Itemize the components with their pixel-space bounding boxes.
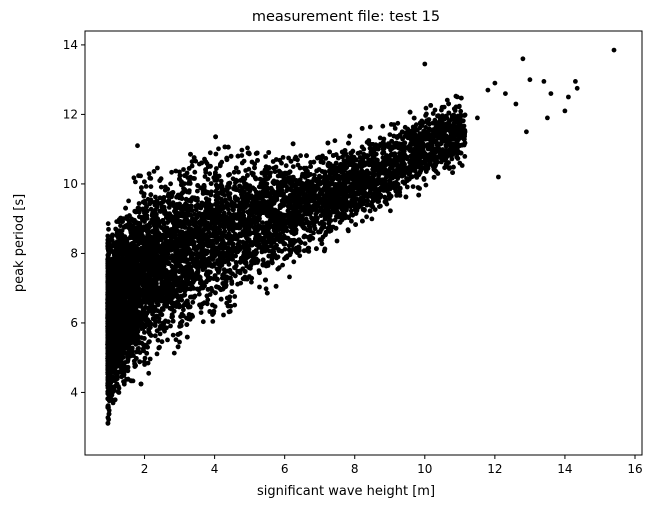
data-point bbox=[287, 274, 292, 280]
data-point bbox=[253, 189, 259, 195]
data-point bbox=[298, 153, 303, 159]
data-point bbox=[202, 174, 208, 179]
data-point bbox=[118, 223, 123, 229]
data-point bbox=[198, 310, 204, 315]
data-point bbox=[136, 201, 142, 206]
data-point bbox=[275, 266, 281, 272]
data-point bbox=[159, 339, 165, 345]
data-point bbox=[280, 262, 285, 268]
data-point bbox=[177, 339, 182, 345]
data-point bbox=[106, 226, 111, 232]
data-point bbox=[133, 179, 138, 185]
data-point bbox=[155, 165, 160, 171]
data-point bbox=[165, 337, 170, 343]
data-point bbox=[231, 169, 237, 175]
data-point bbox=[394, 193, 400, 198]
data-point bbox=[232, 302, 238, 308]
data-points bbox=[105, 47, 617, 426]
chart-title: measurement file: test 15 bbox=[252, 9, 440, 25]
data-point bbox=[180, 313, 186, 318]
data-point bbox=[415, 185, 421, 190]
data-point bbox=[380, 150, 385, 156]
data-point bbox=[179, 297, 185, 303]
data-point bbox=[157, 331, 163, 337]
data-point bbox=[205, 177, 211, 182]
data-point bbox=[257, 284, 262, 290]
data-point bbox=[239, 153, 245, 158]
data-point bbox=[369, 203, 375, 209]
data-point bbox=[346, 228, 351, 234]
data-point bbox=[214, 166, 219, 171]
data-point bbox=[462, 154, 468, 159]
data-point bbox=[286, 155, 291, 161]
data-point bbox=[291, 259, 297, 265]
data-point bbox=[380, 123, 386, 129]
data-point bbox=[260, 220, 265, 226]
data-point bbox=[423, 182, 429, 188]
data-point bbox=[165, 319, 171, 325]
data-point bbox=[397, 189, 403, 195]
data-point bbox=[173, 337, 179, 343]
data-point bbox=[334, 238, 340, 244]
data-point bbox=[352, 207, 358, 213]
data-point bbox=[245, 145, 250, 151]
data-point bbox=[207, 150, 213, 156]
data-point bbox=[105, 233, 111, 239]
data-point bbox=[257, 176, 263, 182]
data-point bbox=[166, 205, 172, 210]
data-point bbox=[207, 171, 213, 177]
data-point bbox=[233, 260, 239, 265]
data-point bbox=[249, 279, 254, 285]
data-point bbox=[168, 181, 174, 187]
data-point bbox=[126, 198, 131, 204]
data-point bbox=[211, 310, 217, 316]
data-point bbox=[147, 175, 153, 181]
data-point bbox=[377, 135, 383, 141]
data-point bbox=[210, 319, 216, 324]
data-point bbox=[452, 108, 458, 113]
data-point bbox=[131, 175, 137, 181]
data-point bbox=[392, 125, 398, 131]
data-point bbox=[246, 166, 252, 172]
data-point bbox=[218, 178, 224, 184]
data-point bbox=[170, 332, 176, 338]
data-point bbox=[149, 229, 155, 235]
data-point bbox=[216, 146, 221, 152]
data-point bbox=[146, 339, 152, 345]
data-point bbox=[137, 214, 142, 220]
data-point bbox=[290, 164, 296, 170]
data-point bbox=[154, 351, 160, 357]
data-point bbox=[301, 248, 307, 254]
data-point bbox=[153, 194, 158, 200]
data-point bbox=[367, 124, 373, 130]
data-point bbox=[181, 307, 186, 313]
data-point bbox=[169, 169, 175, 175]
data-point bbox=[200, 319, 206, 325]
data-point bbox=[279, 160, 284, 166]
data-point bbox=[163, 215, 169, 220]
data-point bbox=[148, 184, 154, 190]
data-point bbox=[369, 216, 375, 222]
data-point bbox=[436, 113, 441, 119]
data-point bbox=[423, 105, 429, 111]
data-point bbox=[168, 323, 173, 329]
data-point bbox=[173, 168, 179, 174]
data-point bbox=[349, 218, 354, 224]
data-point bbox=[462, 113, 467, 118]
data-point bbox=[239, 147, 245, 153]
data-point bbox=[105, 415, 111, 420]
data-point bbox=[177, 169, 182, 175]
data-point bbox=[421, 177, 427, 182]
data-point bbox=[387, 132, 393, 138]
data-point bbox=[146, 370, 152, 376]
